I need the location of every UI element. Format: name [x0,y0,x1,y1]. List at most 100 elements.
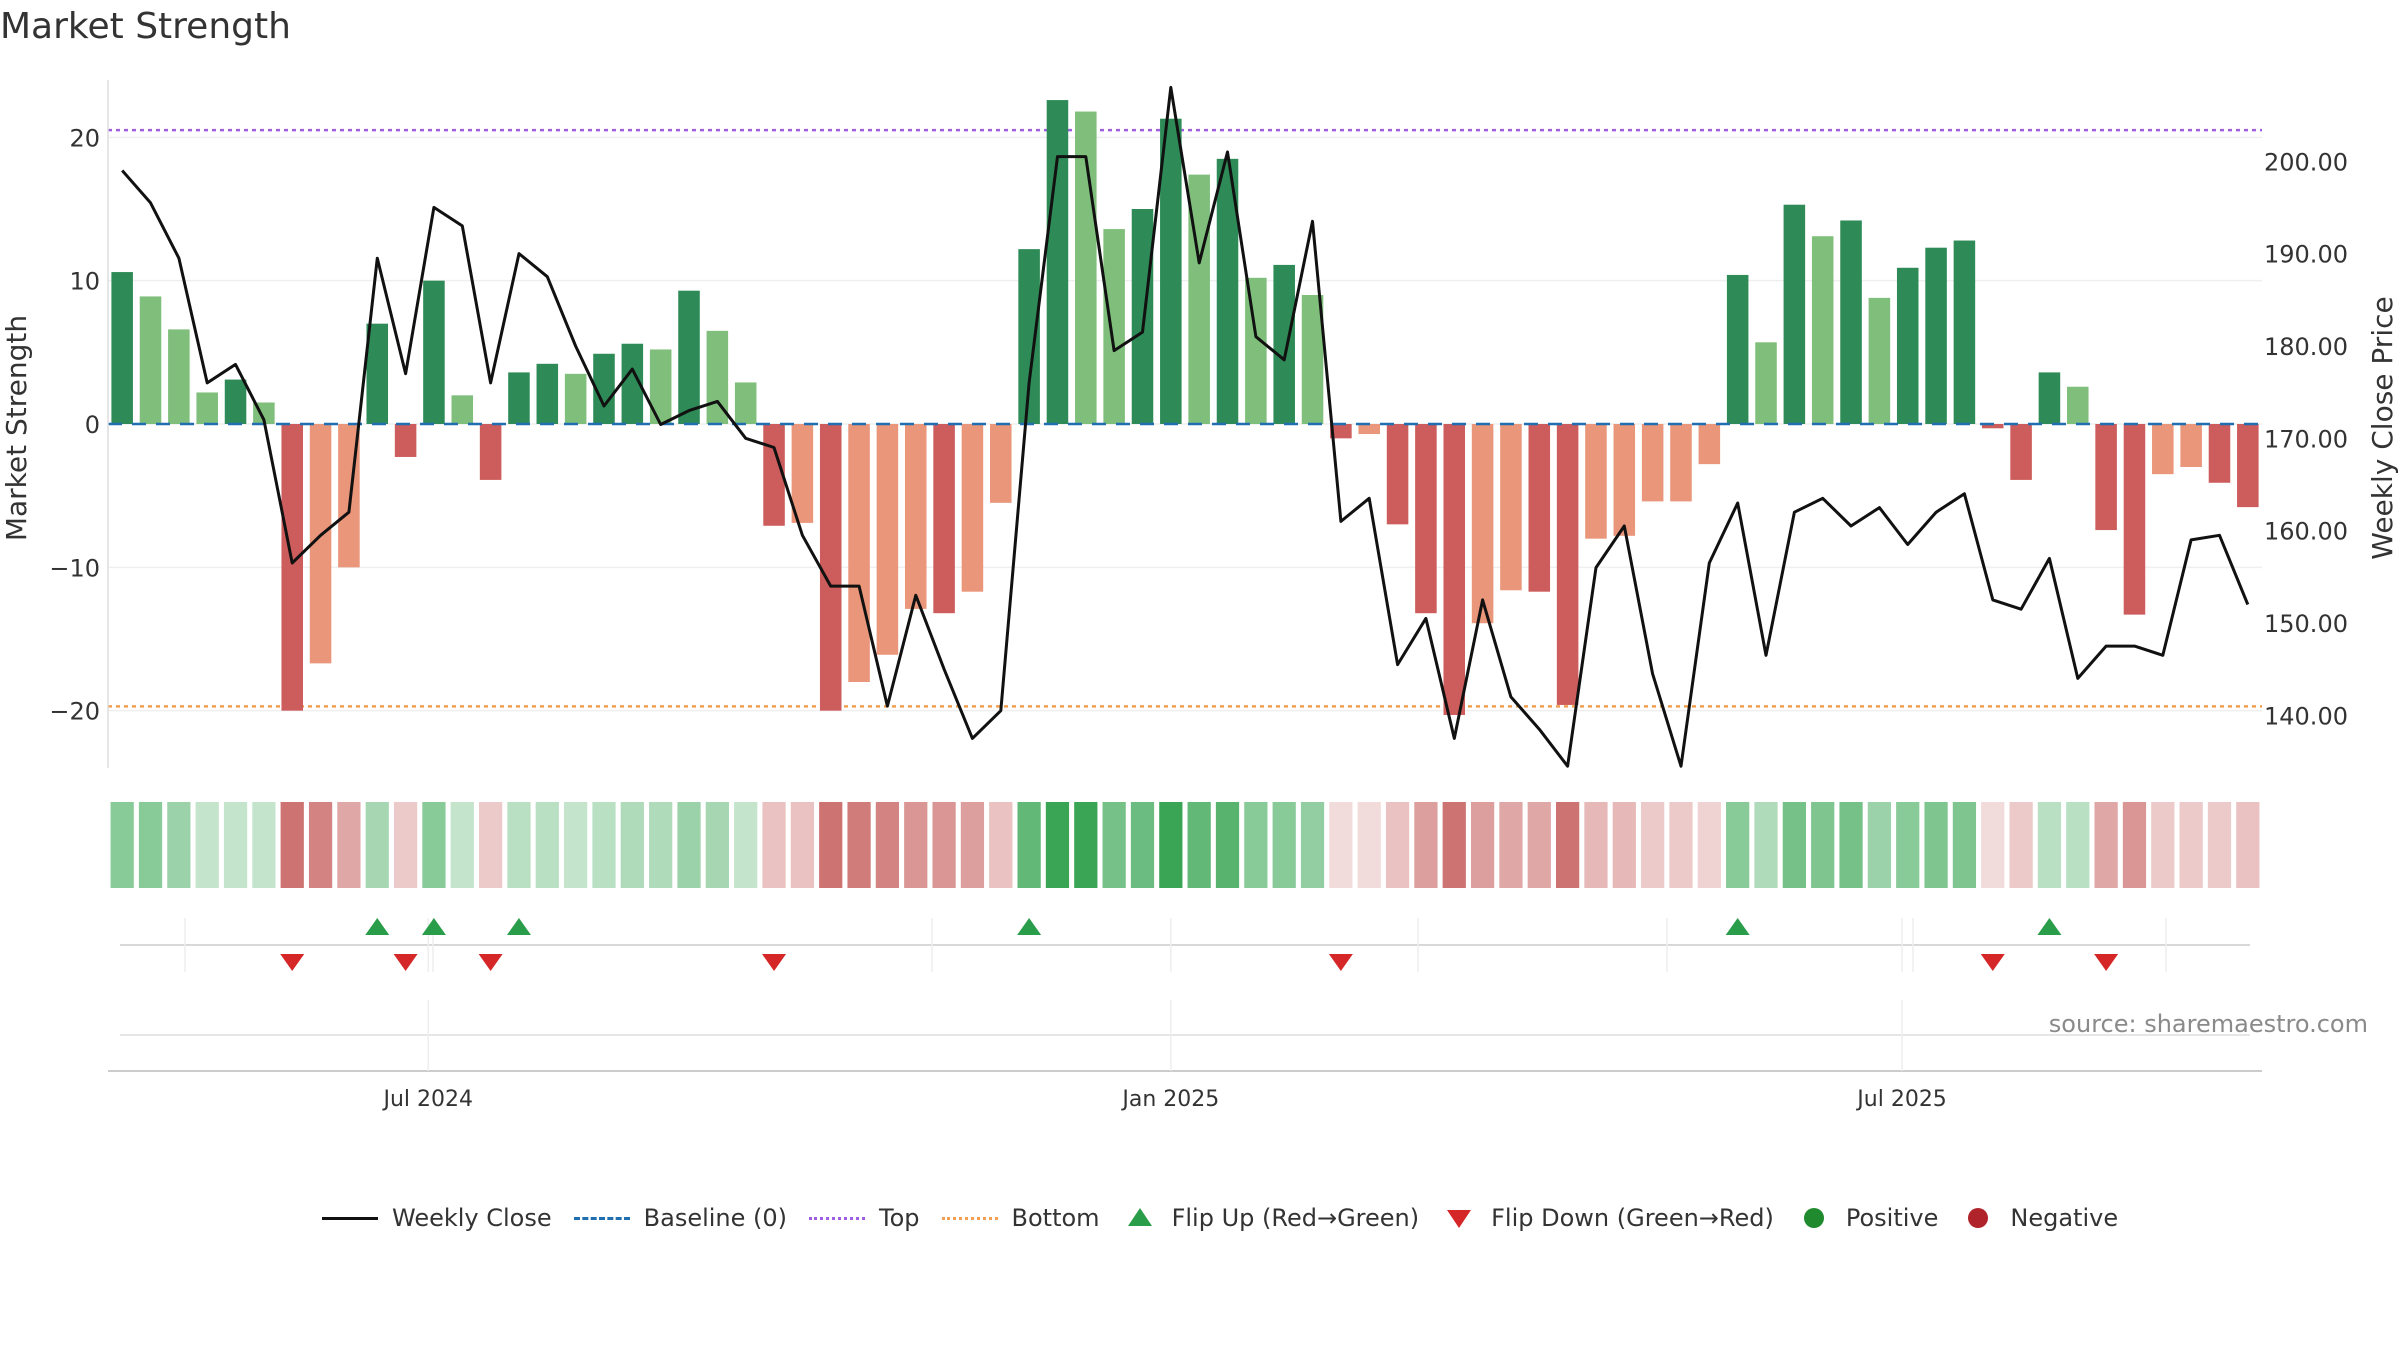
strip-cell [1470,802,1495,888]
strip-cell [2151,802,2175,888]
strength-bar [564,373,587,424]
strength-bar [168,329,190,424]
strength-bar [1245,277,1267,424]
strip-cell [1612,802,1636,888]
strip-cell [2037,802,2062,888]
axes: 20 10 0 −10 −20 200.00 190.00 180.00 170.00 160.0… [49,80,2348,768]
strip-cell [564,802,588,888]
strip-cell [2066,802,2090,888]
strength-bar [1386,424,1409,525]
strength-bar [933,424,955,614]
flip-markers [120,918,2250,972]
strength-bar [1358,424,1380,435]
strength-bar [678,290,700,424]
strength-bar [1613,424,1636,536]
strength-bar [1046,100,1069,425]
legend-negative[interactable]: Negative [1958,1204,2118,1232]
y-tick-label: 20 [69,124,100,152]
y2-tick-label: 190.00 [2264,241,2348,269]
legend-flip-down[interactable]: Flip Down (Green→Red) [1439,1204,1774,1232]
strength-bar [593,353,615,424]
strength-bar [1641,424,1664,502]
triangle-up-icon [1120,1206,1160,1230]
strength-bar [1528,424,1551,592]
y-tick-label: −10 [49,554,100,582]
y2-axis-label: Weekly Close Price [2366,296,2399,559]
strength-bar [224,379,247,424]
strip-cell [1045,802,1070,888]
legend-weekly-close[interactable]: Weekly Close [320,1204,552,1232]
strip-cell [904,802,928,888]
strip-cell [1924,802,1948,888]
strip-cell [450,802,474,888]
bottom-axis: Jul 2024 Jan 2025 Jul 2025 [108,1000,2262,1112]
strip-cell [1102,802,1126,888]
strip-cell [1981,802,2005,888]
legend-top[interactable]: Top [807,1204,920,1232]
strip-cell [2179,802,2203,888]
strip-cell [1272,802,1296,888]
strength-bar [1726,274,1749,424]
strength-bar [1216,158,1239,425]
strength-bar [819,424,842,711]
strength-bar [1840,220,1862,424]
reference-lines [108,128,2262,708]
strip-cell [1357,802,1381,888]
strength-bar [791,424,814,523]
strip-cell [1896,802,1920,888]
strength-bar [1783,204,1806,424]
flip-down-marker [1980,954,2005,971]
y2-tick-label: 160.00 [2264,518,2348,546]
flip-down-marker [280,954,305,971]
strip-cell [1726,802,1750,888]
strip-cell [1697,802,1721,888]
strip-cell [478,802,503,888]
heat-strip [110,802,2260,888]
strip-cell [932,802,956,888]
triangle-down-icon [1439,1206,1479,1230]
strip-cell [1187,802,1211,888]
flip-up-marker [1725,918,1750,935]
strip-cell [2236,802,2260,888]
strip-cell [535,802,559,888]
strip-cell [1300,802,1325,888]
strip-cell [308,802,333,888]
strip-cell [1329,802,1353,888]
strength-bar [2208,424,2231,483]
strip-cell [167,802,191,888]
legend-flip-up[interactable]: Flip Up (Red→Green) [1120,1204,1419,1232]
strip-cell [507,802,531,888]
strip-cell [819,802,843,888]
strip-cell [2122,802,2147,888]
flip-down-marker [478,954,503,971]
strip-cell [195,802,219,888]
legend-bottom[interactable]: Bottom [940,1204,1100,1232]
flip-up-marker [2037,918,2062,935]
strength-bar [990,424,1012,503]
strength-bar [2095,424,2117,531]
strength-bar [1500,424,1522,591]
legend-positive[interactable]: Positive [1794,1204,1938,1232]
strip-cell [1385,802,1410,888]
strength-bar [366,323,389,424]
strip-cell [1867,802,1892,888]
strength-bar [876,424,899,655]
strength-bar [1896,267,1919,424]
strength-bar [1585,424,1607,539]
flip-up-marker [506,918,531,935]
legend-baseline[interactable]: Baseline (0) [572,1204,787,1232]
strength-bar [706,330,729,424]
strip-cell [280,802,304,888]
strip-cell [1442,802,1466,888]
strength-bar [2067,386,2089,424]
strength-bar [848,424,870,682]
x-tick-label: Jan 2025 [1120,1087,1219,1112]
strip-cell [847,802,871,888]
strength-bar [2038,372,2061,424]
strip-cell [1584,802,1608,888]
strength-bar [423,280,445,424]
y2-tick-label: 170.00 [2264,425,2348,453]
strip-cell [677,802,701,888]
strength-bar [479,424,502,480]
